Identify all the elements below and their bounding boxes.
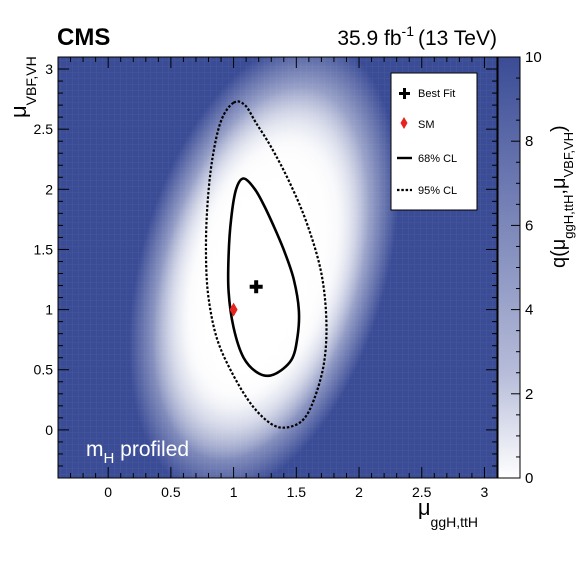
z-tick-label-3: 6 xyxy=(525,217,533,234)
z-axis-title: q(μggH,ttH,μVBF,VH) xyxy=(548,125,576,268)
y-tick-label-1: 0.5 xyxy=(34,362,54,378)
color-scale-ticks: 0 2 4 6 8 10 xyxy=(511,49,542,487)
y-tick-label-5: 2.5 xyxy=(34,121,54,137)
x-tick-label-3: 1.5 xyxy=(287,484,307,500)
legend: Best Fit SM 68% CL 95% CL xyxy=(390,72,478,211)
x-axis-title: μggH,ttH xyxy=(418,495,478,530)
heatmap-likelihood-surface xyxy=(58,57,497,478)
legend-label-sm: SM xyxy=(418,119,435,131)
mh-profiled-annotation: mH profiled xyxy=(86,438,189,467)
axis-ticks xyxy=(57,56,498,479)
legend-label-best-fit: Best Fit xyxy=(418,88,455,100)
z-tick-label-1: 2 xyxy=(525,386,533,403)
x-tick-label-2: 1 xyxy=(230,484,238,500)
y-tick-label-2: 1 xyxy=(45,302,53,318)
legend-cross-icon xyxy=(399,88,410,99)
plot-frame xyxy=(57,56,498,479)
y-tick-label-3: 1.5 xyxy=(34,241,54,257)
sm-marker xyxy=(229,302,238,317)
contour-68cl xyxy=(226,177,301,378)
x-tick-label-1: 0.5 xyxy=(161,484,181,500)
legend-diamond-icon xyxy=(400,117,408,129)
color-scale-bar xyxy=(498,57,520,478)
z-tick-label-4: 8 xyxy=(525,133,533,150)
z-tick-label-0: 0 xyxy=(525,470,533,487)
x-tick-label-4: 2 xyxy=(355,484,363,500)
x-tick-label-6: 3 xyxy=(481,484,489,500)
y-axis-title: μVBF,VH xyxy=(6,56,39,118)
z-tick-label-5: 10 xyxy=(525,49,542,66)
x-tick-label-0: 0 xyxy=(104,484,112,500)
z-tick-label-2: 4 xyxy=(525,302,533,319)
experiment-label: CMS xyxy=(57,24,110,51)
legend-label-68cl: 68% CL xyxy=(418,153,457,165)
lumi-label: 35.9 fb-1 (13 TeV) xyxy=(337,23,497,50)
x-tick-label-5: 2.5 xyxy=(412,484,432,500)
y-tick-label-4: 2 xyxy=(45,181,53,197)
contour-95cl xyxy=(204,100,328,429)
best-fit-marker xyxy=(249,280,263,294)
legend-label-95cl: 95% CL xyxy=(418,185,457,197)
y-tick-label-0: 0 xyxy=(45,422,53,438)
y-tick-label-6: 3 xyxy=(45,61,53,77)
